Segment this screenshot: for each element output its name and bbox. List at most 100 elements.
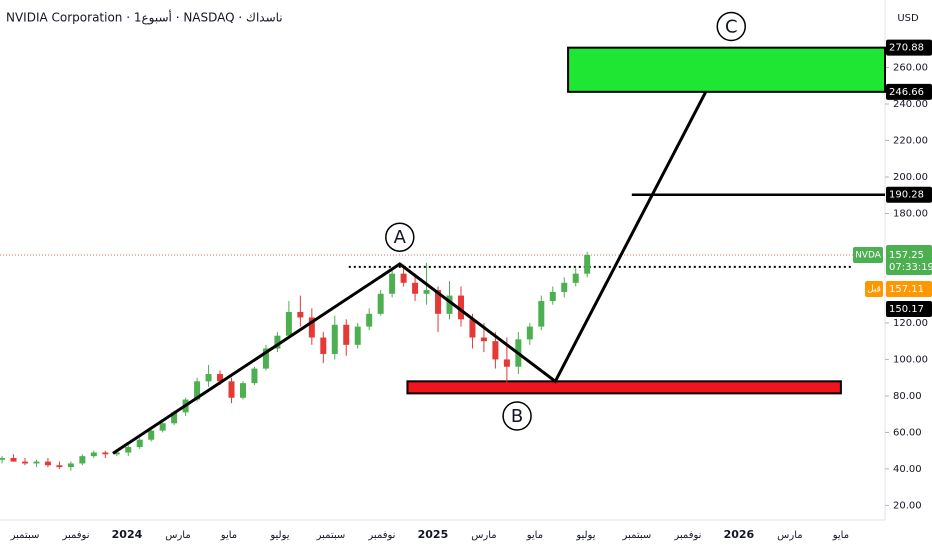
x-tick-label: مايو <box>832 530 849 541</box>
x-tick-label: مايو <box>220 530 237 541</box>
y-tick-label: 20.00 <box>893 500 922 511</box>
y-tick-label: 40.00 <box>893 464 922 475</box>
candle-body <box>492 341 499 360</box>
chart-title: NVIDIA Corporation · 1أسبوع · NASDAQ · ن… <box>6 10 283 26</box>
x-tick-label: يوليو <box>269 530 289 541</box>
candle-body <box>320 337 327 354</box>
x-tick-label: نوفمبر <box>61 530 89 541</box>
candle-body <box>331 324 338 354</box>
y-tick-label: 200.00 <box>893 172 928 183</box>
candle-body <box>159 423 166 431</box>
candle-body <box>285 312 292 336</box>
candle-body <box>21 461 28 464</box>
target-line-label-bg <box>886 186 932 203</box>
premarket-tag-bg <box>865 280 883 297</box>
x-tick-label: 2026 <box>724 528 755 541</box>
candle-body <box>343 324 350 345</box>
candle-body <box>274 335 281 349</box>
wave-point-label: C <box>725 16 738 37</box>
candle-body <box>205 374 212 382</box>
candle-body <box>354 326 361 345</box>
x-tick-label: مارس <box>471 530 496 541</box>
candle-body <box>262 348 269 369</box>
wave-point-label: B <box>511 406 523 427</box>
x-tick-label: مارس <box>165 530 190 541</box>
candle-body <box>446 295 453 314</box>
level-label-bg <box>886 300 932 317</box>
candle-body <box>251 368 258 384</box>
level-label: 150.17 <box>889 304 924 315</box>
candle-body <box>538 301 545 327</box>
x-tick-label: يوليو <box>575 530 595 541</box>
x-tick-label: 2024 <box>112 528 143 541</box>
candle-body <box>561 282 568 292</box>
candle-body <box>194 381 201 400</box>
x-tick-label: نوفمبر <box>367 530 395 541</box>
y-tick-label: 180.00 <box>893 208 928 219</box>
x-tick-label: سبتمبر <box>622 530 652 541</box>
y-tick-label: 100.00 <box>893 354 928 365</box>
x-tick-label: سبتمبر <box>10 530 40 541</box>
x-tick-label: سبتمبر <box>316 530 346 541</box>
candle-body <box>480 337 487 342</box>
candle-body <box>90 452 97 457</box>
candle-body <box>67 463 74 468</box>
zigzag-line <box>112 91 708 455</box>
symbol-tag-bg <box>853 246 883 263</box>
candle-body <box>171 412 178 424</box>
symbol-tag: NVDA <box>855 250 882 260</box>
y-tick-label: 120.00 <box>893 318 928 329</box>
y-tick-label: 80.00 <box>893 391 922 402</box>
candle-body <box>148 430 155 440</box>
candle-body <box>584 254 591 274</box>
wave-point-circle <box>502 401 532 431</box>
y-tick-label: 240.00 <box>893 99 928 110</box>
target-low-label-bg <box>886 83 932 100</box>
currency[interactable]: USD <box>897 13 919 24</box>
candle-body <box>44 461 51 466</box>
target-high-label: 270.88 <box>889 43 924 54</box>
candle-body <box>366 313 373 327</box>
candle-body <box>113 452 120 455</box>
candle-body <box>228 381 235 398</box>
target-low-label: 246.66 <box>889 87 924 98</box>
wave-point-circle <box>385 222 415 252</box>
candle-body <box>217 374 224 382</box>
x-tick-label: 2025 <box>418 528 449 541</box>
candle-body <box>136 439 143 448</box>
wave-point-label: A <box>394 227 407 248</box>
y-tick-label: 220.00 <box>893 135 928 146</box>
candle-body <box>389 273 396 294</box>
support-zone <box>406 380 842 395</box>
candle-body <box>79 456 86 464</box>
candle-body <box>503 359 510 367</box>
candle-body <box>308 317 315 338</box>
candle-body <box>435 290 442 314</box>
candle-body <box>33 461 40 464</box>
candle-body <box>549 291 556 302</box>
candle-body <box>377 293 384 314</box>
candle-body <box>56 465 63 468</box>
wave-point-circle <box>716 11 747 42</box>
premarket-tag: قبل <box>867 284 881 294</box>
candle-body <box>423 290 430 294</box>
candle-body <box>102 452 109 455</box>
candle-body <box>125 447 132 453</box>
target-high-label-bg <box>886 39 932 56</box>
last-price-badge <box>886 244 932 275</box>
last-price-value: 157.25 <box>889 250 924 261</box>
candle-body <box>400 273 407 283</box>
candle-body <box>572 273 579 283</box>
candle-body <box>412 282 419 294</box>
y-tick-label: 260.00 <box>893 63 928 74</box>
candle-body <box>239 383 246 398</box>
target-zone <box>567 46 887 93</box>
x-tick-label: مارس <box>777 530 802 541</box>
candle-body <box>297 312 304 318</box>
target-line-label: 190.28 <box>889 190 924 201</box>
candle-body <box>469 319 476 338</box>
candle-body <box>526 326 533 340</box>
candle-body <box>10 457 17 462</box>
x-tick-label: نوفمبر <box>673 530 701 541</box>
